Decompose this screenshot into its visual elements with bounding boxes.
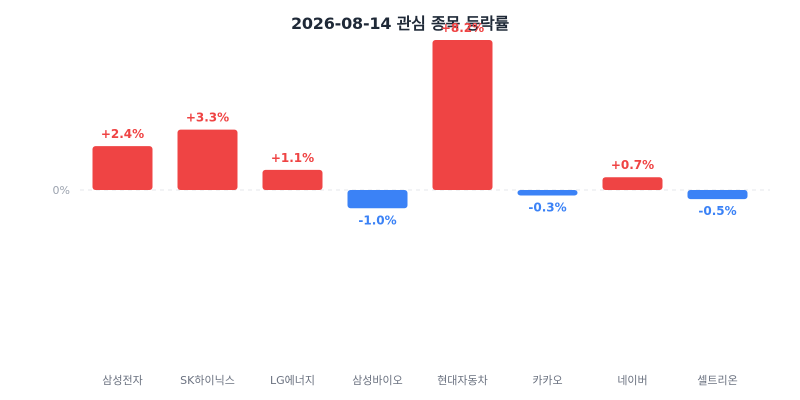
bar-2[interactable]	[262, 169, 323, 190]
category-label-7: 셀트리온	[697, 374, 737, 387]
chart-title: 2026-08-14 관심 종목 등락률	[290, 14, 510, 33]
value-labels-layer: +2.4% +3.3% +1.1% -1.0% +8.2% -0.3% +0.7% -0.5%	[101, 21, 737, 227]
category-label-2: LG에너지	[270, 374, 315, 387]
bar-1[interactable]	[177, 129, 238, 190]
category-labels-layer: 삼성전자 SK하이닉스 LG에너지 삼성바이오 현대자동차 카카오 네이버 셀트리온	[102, 373, 737, 387]
bar-3[interactable]	[347, 190, 408, 209]
category-label-6: 네이버	[617, 374, 647, 387]
value-label-3: -1.0%	[358, 213, 396, 227]
value-label-1: +3.3%	[186, 111, 229, 125]
bar-6[interactable]	[602, 177, 663, 190]
value-label-0: +2.4%	[101, 127, 144, 141]
value-label-4: +8.2%	[441, 21, 484, 35]
category-label-5: 카카오	[532, 374, 562, 387]
category-label-0: 삼성전자	[102, 374, 142, 387]
value-label-2: +1.1%	[271, 151, 314, 165]
bar-7[interactable]	[687, 190, 748, 200]
category-label-3: 삼성바이오	[352, 374, 403, 387]
value-label-5: -0.3%	[528, 200, 566, 214]
category-label-4: 현대자동차	[437, 374, 488, 387]
bar-0[interactable]	[92, 146, 153, 190]
bar-4[interactable]	[432, 40, 493, 190]
bars-layer	[92, 40, 748, 209]
value-label-6: +0.7%	[611, 158, 654, 172]
category-label-1: SK하이닉스	[180, 373, 235, 387]
value-label-7: -0.5%	[698, 204, 736, 218]
y-tick-label: 0%	[53, 184, 70, 197]
bar-5[interactable]	[517, 190, 578, 196]
